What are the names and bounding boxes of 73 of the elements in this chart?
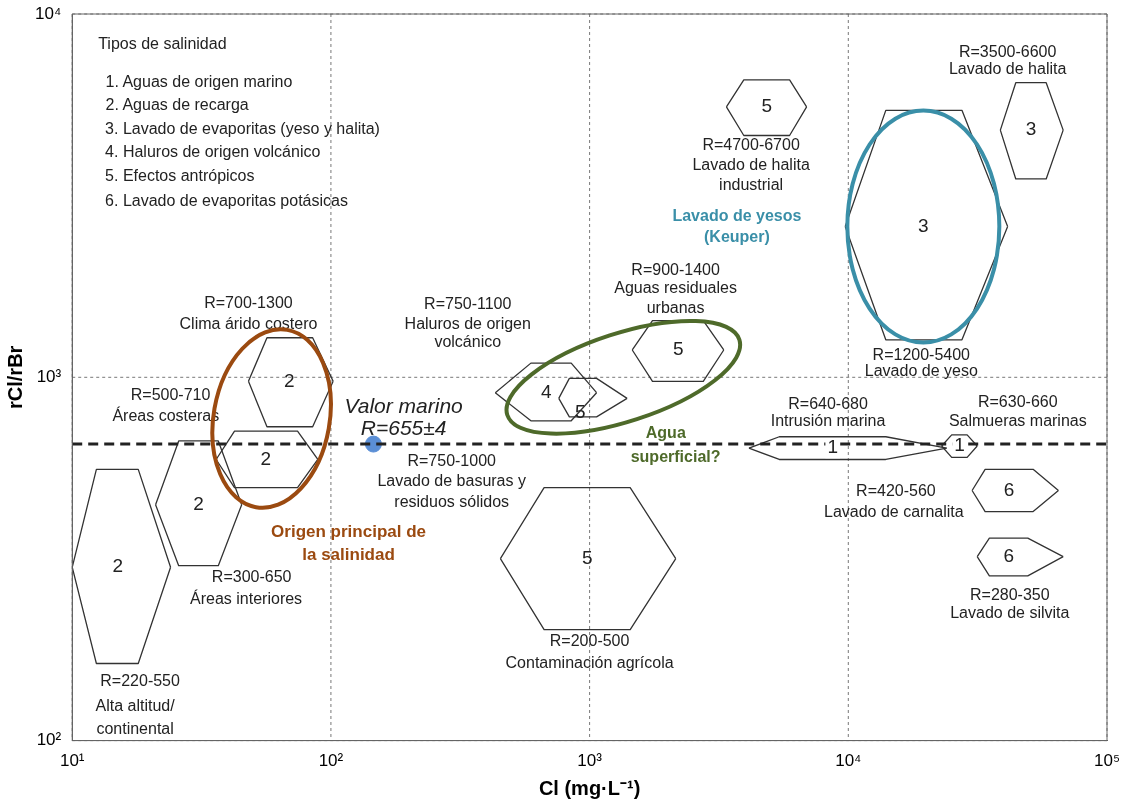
annotation: R=280-350 — [969, 586, 1050, 604]
annotation: Tipos de salinidad — [98, 34, 227, 52]
annotation: R=750-1000 — [407, 451, 497, 469]
annotation: 4 — [540, 380, 552, 402]
annotation: 6. Lavado de evaporitas potásicas — [105, 191, 348, 209]
annotation: R=4700-6700 — [702, 135, 800, 153]
annotation: Salmueras marinas — [948, 412, 1087, 430]
annotation: Lavado de basuras y — [377, 472, 526, 490]
annotation: R=500-710 — [130, 385, 211, 403]
x-axis-title: Cl (mg·L⁻¹) — [538, 776, 641, 799]
annotation: (Keuper) — [704, 228, 770, 246]
annotation: 3 — [1025, 118, 1037, 140]
annotation: 5 — [761, 95, 773, 117]
y-tick-label: 10² — [36, 730, 62, 750]
x-tick-label: 10⁵ — [1094, 751, 1120, 771]
y-tick-label: 10⁴ — [35, 3, 62, 23]
annotation: 2 — [260, 447, 272, 469]
annotation: R=700-1300 — [204, 293, 293, 311]
annotation: R=420-560 — [856, 482, 936, 500]
annotation: 2 — [112, 555, 124, 577]
annotation: 1 — [827, 436, 838, 458]
annotation: Lavado de halita — [692, 156, 810, 174]
annotation: residuos sólidos — [394, 492, 510, 510]
y-axis-title: rCl/rBr — [3, 345, 26, 409]
annotation: Origen principal de — [271, 521, 427, 541]
annotation: 1 — [954, 434, 965, 456]
annotation: 1. Aguas de origen marino — [105, 73, 293, 91]
annotation: R=750-1100 — [424, 295, 512, 313]
annotation: Áreas interiores — [190, 588, 303, 607]
annotation: Clima árido costero — [179, 314, 318, 332]
annotation: R=640-680 — [788, 395, 868, 413]
annotation: R=200-500 — [549, 632, 630, 650]
annotation: 3 — [918, 214, 929, 236]
annotation: R=1200-5400 — [872, 345, 971, 363]
annotation: Agua — [645, 424, 686, 442]
annotation: Lavado de yeso — [864, 361, 978, 379]
y-tick-label: 10³ — [36, 366, 62, 386]
annotation: 5 — [672, 338, 684, 360]
annotation: Contaminación agrícola — [505, 653, 674, 671]
annotation: urbanas — [646, 299, 705, 317]
annotation: 2 — [283, 369, 295, 391]
x-tick-label: 10¹ — [59, 751, 85, 771]
annotation: 3. Lavado de evaporitas (yeso y halita) — [105, 119, 380, 137]
annotation: volcánico — [434, 333, 502, 351]
annotation: R=220-550 — [100, 672, 181, 690]
annotation: industrial — [719, 176, 784, 194]
annotation: Lavado de carnalita — [824, 503, 964, 521]
annotation: R=655±4 — [360, 415, 447, 439]
annotation: 5 — [582, 546, 593, 568]
annotation: Lavado de halita — [948, 60, 1067, 78]
annotation: 2. Aguas de recarga — [105, 96, 249, 114]
annotation: 2 — [193, 492, 204, 514]
annotation: Haluros de origen — [404, 315, 531, 333]
annotation: Lavado de silvita — [950, 604, 1070, 622]
annotation: la salinidad — [302, 544, 395, 564]
annotation: R=300-650 — [211, 567, 292, 585]
annotation: 5. Efectos antrópicos — [105, 167, 255, 185]
annotation: R=630-660 — [977, 393, 1058, 411]
annotation: Aguas residuales — [614, 278, 737, 296]
annotation: R=900-1400 — [631, 260, 720, 278]
annotation: 4. Haluros de origen volcánico — [105, 143, 321, 161]
annotation: Valor marino — [344, 393, 464, 417]
annotation: 6 — [1003, 544, 1015, 566]
annotation: Lavado de yesos — [672, 206, 802, 224]
annotation: Intrusión marina — [770, 412, 886, 430]
annotation: continental — [96, 720, 174, 738]
x-tick-label: 10⁴ — [835, 751, 862, 771]
x-tick-label: 10³ — [577, 751, 603, 771]
annotation: R=3500-6600 — [958, 42, 1057, 60]
annotation: superficial? — [630, 447, 721, 465]
annotation: Alta altitud/ — [95, 697, 176, 715]
x-tick-label: 10² — [318, 751, 344, 771]
annotation: 6 — [1003, 478, 1015, 500]
